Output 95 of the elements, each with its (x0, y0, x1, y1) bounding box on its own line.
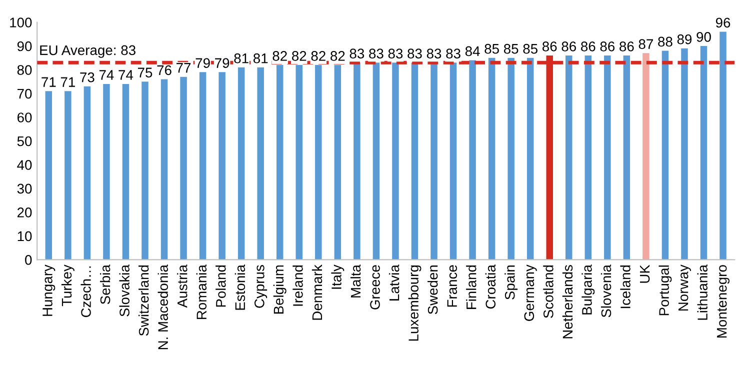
data-label: 86 (620, 42, 634, 52)
y-tick-label: 30 (17, 184, 32, 194)
x-tick-label: Serbia (100, 264, 110, 304)
x-tick-label: Poland (216, 265, 226, 307)
y-tick-label: 0 (25, 255, 32, 265)
y-tick-label: 60 (17, 112, 32, 122)
x-tick-label: Romania (196, 264, 207, 319)
bar (238, 67, 245, 260)
x-tick-label: Sweden (428, 265, 438, 314)
data-label: 96 (716, 18, 730, 28)
data-label: 89 (677, 34, 692, 44)
x-tick-label: Slovenia (600, 264, 612, 318)
bar (199, 72, 206, 260)
x-tick-label: Malta (350, 264, 361, 298)
data-label: 81 (234, 53, 248, 64)
x-tick-label: Lithuania (697, 264, 708, 320)
bar (180, 76, 187, 260)
x-tick-label: UK (640, 264, 650, 283)
data-label: 82 (272, 51, 287, 61)
x-tick-label: Czech… (80, 266, 91, 318)
x-tick-label: Iceland (620, 265, 630, 308)
data-label: 82 (292, 51, 306, 61)
bar (450, 62, 457, 260)
x-tick-label: Denmark (312, 264, 322, 320)
x-tick-label: Cyprus (254, 265, 268, 308)
x-tick-label: Croatia (485, 264, 496, 309)
x-tick-label: Turkey (61, 264, 74, 306)
data-label: 86 (581, 42, 596, 52)
data-label: 84 (465, 46, 480, 56)
x-tick-label: N. Macedonia (158, 264, 168, 350)
data-label: 75 (138, 68, 152, 78)
x-tick-label: Netherlands (562, 265, 573, 338)
data-label: 83 (426, 48, 442, 58)
bar (257, 67, 264, 260)
data-label: 85 (484, 44, 499, 54)
x-tick-label: Bulgaria (582, 264, 595, 314)
bar (354, 62, 360, 260)
y-tick-label: 90 (17, 41, 32, 52)
x-tick-label: Slovakia (119, 264, 130, 316)
x-tick-label: Luxembourg (408, 265, 422, 341)
bar (372, 62, 380, 260)
y-tick-label: 50 (17, 136, 32, 146)
x-tick-label: Norway (678, 264, 691, 310)
x-tick-label: Scotland (543, 265, 554, 318)
x-tick-label: France (447, 265, 458, 307)
bar (218, 72, 226, 260)
ref-line-label: EU Average: 83 (40, 45, 136, 58)
data-label: 82 (311, 51, 326, 61)
x-tick-label: Estonia (234, 264, 246, 310)
data-label: 85 (504, 44, 518, 54)
data-label: 76 (157, 65, 172, 76)
x-tick-label: Greece (370, 265, 380, 310)
y-tick-label: 80 (17, 65, 32, 75)
x-tick-label: Italy (331, 264, 344, 289)
data-label: 90 (696, 32, 711, 42)
x-tick-label: Germany (524, 264, 537, 321)
bar (411, 62, 418, 260)
x-tick-label: Portugal (658, 265, 672, 316)
data-label: 88 (658, 36, 672, 47)
bar (430, 62, 438, 260)
y-tick-label: 70 (18, 88, 32, 99)
data-label: 83 (446, 48, 460, 58)
data-label: 82 (330, 51, 345, 61)
data-label: 74 (118, 70, 134, 80)
data-label: 79 (215, 58, 230, 68)
data-label: 83 (369, 48, 384, 58)
data-label: 86 (542, 42, 557, 52)
data-label: 83 (350, 48, 364, 58)
data-label: 85 (523, 44, 538, 54)
data-label: 83 (388, 48, 403, 58)
data-label: 73 (80, 72, 94, 82)
data-label: 79 (196, 58, 210, 68)
x-tick-label: Latvia (389, 264, 400, 300)
data-label: 71 (60, 77, 75, 87)
x-tick-label: Spain (504, 265, 518, 300)
data-label: 83 (408, 48, 422, 58)
y-tick-label: 10 (18, 231, 32, 242)
x-tick-label: Montenegro (717, 265, 730, 338)
data-label: 81 (253, 53, 268, 64)
x-tick-label: Hungary (42, 264, 56, 316)
x-tick-label: Ireland (292, 265, 303, 306)
bar (392, 62, 399, 260)
data-label: 77 (176, 63, 191, 73)
data-label: 87 (638, 39, 653, 49)
data-label: 86 (562, 42, 576, 52)
y-tick-label: 20 (17, 208, 32, 218)
y-tick-label: 40 (17, 160, 32, 170)
data-label: 74 (99, 70, 114, 80)
x-tick-label: Switzerland (138, 265, 149, 336)
x-tick-label: Finland (466, 265, 476, 309)
x-tick-label: Austria (177, 264, 188, 308)
x-tick-label: Belgium (273, 265, 286, 314)
data-label: 86 (600, 42, 615, 52)
y-tick-label: 100 (10, 18, 32, 28)
data-label: 71 (42, 77, 56, 87)
